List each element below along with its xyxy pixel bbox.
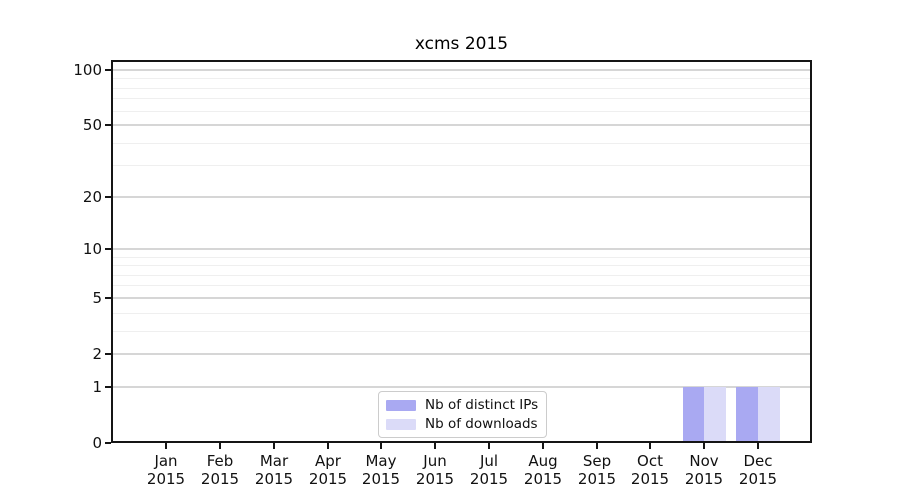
x-tick-mark: [380, 443, 382, 449]
bar-downloads-dec: [758, 387, 780, 442]
minor-gridline: [113, 331, 810, 332]
x-tick-label: Aug 2015: [501, 452, 585, 488]
x-tick-year: 2015: [684, 470, 724, 488]
x-tick-label: Oct 2015: [608, 452, 692, 488]
major-gridline: [113, 386, 810, 388]
x-tick-year: 2015: [146, 470, 186, 488]
y-tick-label: 2: [92, 345, 102, 363]
x-tick-mark: [273, 443, 275, 449]
y-tick-label: 100: [73, 61, 102, 79]
minor-gridline: [113, 98, 810, 99]
x-tick-label: Jun 2015: [393, 452, 477, 488]
minor-gridline: [113, 257, 810, 258]
minor-gridline: [113, 313, 810, 314]
legend-row: Nb of downloads: [386, 416, 538, 432]
bar-downloads-nov: [704, 387, 726, 442]
x-tick-mark: [757, 443, 759, 449]
x-tick-year: 2015: [523, 470, 563, 488]
major-gridline: [113, 196, 810, 198]
legend: Nb of distinct IPs Nb of downloads: [378, 391, 547, 438]
y-tick-mark: [105, 297, 111, 299]
x-tick-label: Apr 2015: [286, 452, 370, 488]
minor-gridline: [113, 275, 810, 276]
legend-label: Nb of distinct IPs: [425, 397, 539, 413]
y-tick-mark: [105, 442, 111, 444]
y-tick-label: 50: [82, 116, 102, 134]
major-gridline: [113, 124, 810, 126]
minor-gridline: [113, 143, 810, 144]
minor-gridline: [113, 78, 810, 79]
x-tick-year: 2015: [577, 470, 617, 488]
legend-swatch-icon: [386, 418, 416, 430]
x-tick-mark: [649, 443, 651, 449]
x-tick-label: Nov 2015: [662, 452, 746, 488]
y-tick-mark: [105, 196, 111, 198]
y-tick-label: 5: [92, 289, 102, 307]
chart-title: xcms 2015: [414, 34, 509, 54]
y-tick-mark: [105, 248, 111, 250]
major-gridline: [113, 297, 810, 299]
y-tick-mark: [105, 386, 111, 388]
x-tick-mark: [165, 443, 167, 449]
x-tick-mark: [327, 443, 329, 449]
x-tick-mark: [434, 443, 436, 449]
y-tick-label: 20: [82, 188, 102, 206]
x-tick-label: Mar 2015: [232, 452, 316, 488]
x-tick-mark: [703, 443, 705, 449]
y-tick-mark: [105, 124, 111, 126]
x-tick-mark: [219, 443, 221, 449]
major-gridline: [113, 248, 810, 250]
x-tick-mark: [596, 443, 598, 449]
minor-gridline: [113, 285, 810, 286]
bar-distinct-ips-nov: [682, 387, 705, 442]
y-tick-label: 0: [92, 434, 102, 452]
minor-gridline: [113, 165, 810, 166]
minor-gridline: [113, 265, 810, 266]
x-tick-mark: [542, 443, 544, 449]
minor-gridline: [113, 88, 810, 89]
major-gridline: [113, 353, 810, 355]
x-tick-label: Feb 2015: [178, 452, 262, 488]
minor-gridline: [113, 111, 810, 112]
x-tick-mark: [488, 443, 490, 449]
y-tick-label: 1: [92, 378, 102, 396]
y-tick-mark: [105, 353, 111, 355]
x-tick-year: 2015: [308, 470, 348, 488]
x-tick-year: 2015: [200, 470, 240, 488]
y-tick-mark: [105, 69, 111, 71]
legend-swatch-icon: [386, 399, 416, 411]
x-tick-label: Sep 2015: [555, 452, 639, 488]
x-tick-label: Dec 2015: [716, 452, 800, 488]
x-tick-label: Jan 2015: [124, 452, 208, 488]
major-gridline: [113, 69, 810, 71]
bar-distinct-ips-dec: [736, 387, 758, 442]
x-tick-year: 2015: [361, 470, 401, 488]
x-tick-year: 2015: [254, 470, 294, 488]
x-tick-year: 2015: [630, 470, 670, 488]
x-tick-label: May 2015: [339, 452, 423, 488]
legend-row: Nb of distinct IPs: [386, 397, 538, 413]
x-tick-year: 2015: [738, 470, 778, 488]
x-tick-year: 2015: [469, 470, 509, 488]
x-tick-year: 2015: [415, 470, 455, 488]
x-tick-label: Jul 2015: [447, 452, 531, 488]
legend-label: Nb of downloads: [425, 416, 538, 432]
y-tick-label: 10: [82, 240, 102, 258]
